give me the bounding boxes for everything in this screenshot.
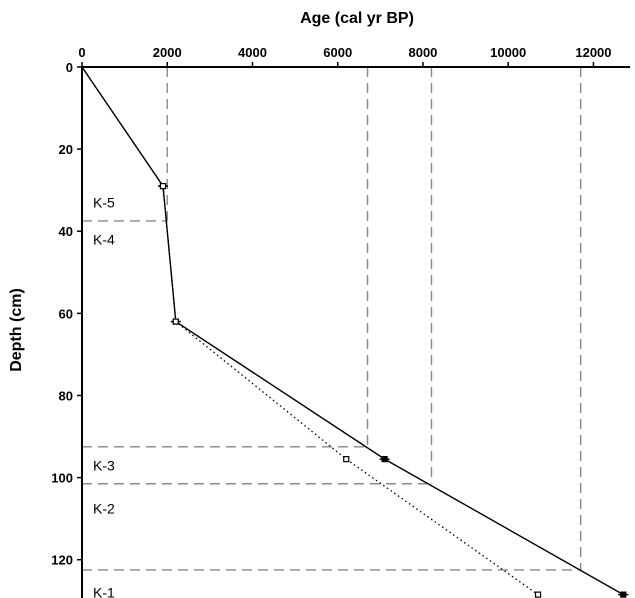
series-dotted-point	[172, 318, 179, 325]
y-tick-label-20: 20	[59, 142, 73, 157]
axes	[81, 66, 630, 598]
series-layer	[81, 66, 629, 598]
series-solid-point	[381, 456, 388, 463]
zone-label-k-3: K-3	[93, 457, 115, 473]
x-tick-label-0: 0	[78, 45, 85, 60]
series-dotted-point	[534, 591, 542, 598]
x-axis-title: Age (cal yr BP)	[300, 10, 414, 27]
zone-boundary-lines	[82, 220, 581, 571]
series-solid-point	[620, 591, 627, 598]
y-tick-label-80: 80	[59, 388, 73, 403]
y-tick-label-40: 40	[59, 224, 73, 239]
y-tick-label-100: 100	[51, 471, 73, 486]
y-ticks: 0 20 40 60 80 100 120	[51, 60, 82, 568]
x-tick-label-8000: 8000	[408, 45, 437, 60]
series-solid-line	[81, 66, 624, 596]
y-axis-title: Depth (cm)	[8, 288, 25, 372]
zone-labels: K-5 K-4 K-3 K-2 K-1	[93, 194, 115, 598]
zone-label-k-2: K-2	[93, 500, 115, 516]
x-tick-label-12000: 12000	[575, 45, 611, 60]
zone-label-k-4: K-4	[93, 231, 115, 247]
zone-label-k-5: K-5	[93, 194, 115, 210]
y-tick-label-60: 60	[59, 306, 73, 321]
x-tick-label-2000: 2000	[153, 45, 182, 60]
series-dotted-line	[81, 66, 539, 596]
y-tick-label-120: 120	[51, 553, 73, 568]
age-marker-lines	[166, 67, 582, 570]
zone-label-k-1: K-1	[93, 585, 115, 598]
series-dotted-point	[343, 456, 350, 463]
y-tick-label-0: 0	[66, 60, 73, 75]
x-tick-label-6000: 6000	[323, 45, 352, 60]
x-tick-label-10000: 10000	[490, 45, 526, 60]
series-dotted-point	[159, 182, 167, 190]
x-tick-label-4000: 4000	[238, 45, 267, 60]
x-ticks: 0 2000 4000 6000 8000 10000 12000	[78, 45, 612, 67]
